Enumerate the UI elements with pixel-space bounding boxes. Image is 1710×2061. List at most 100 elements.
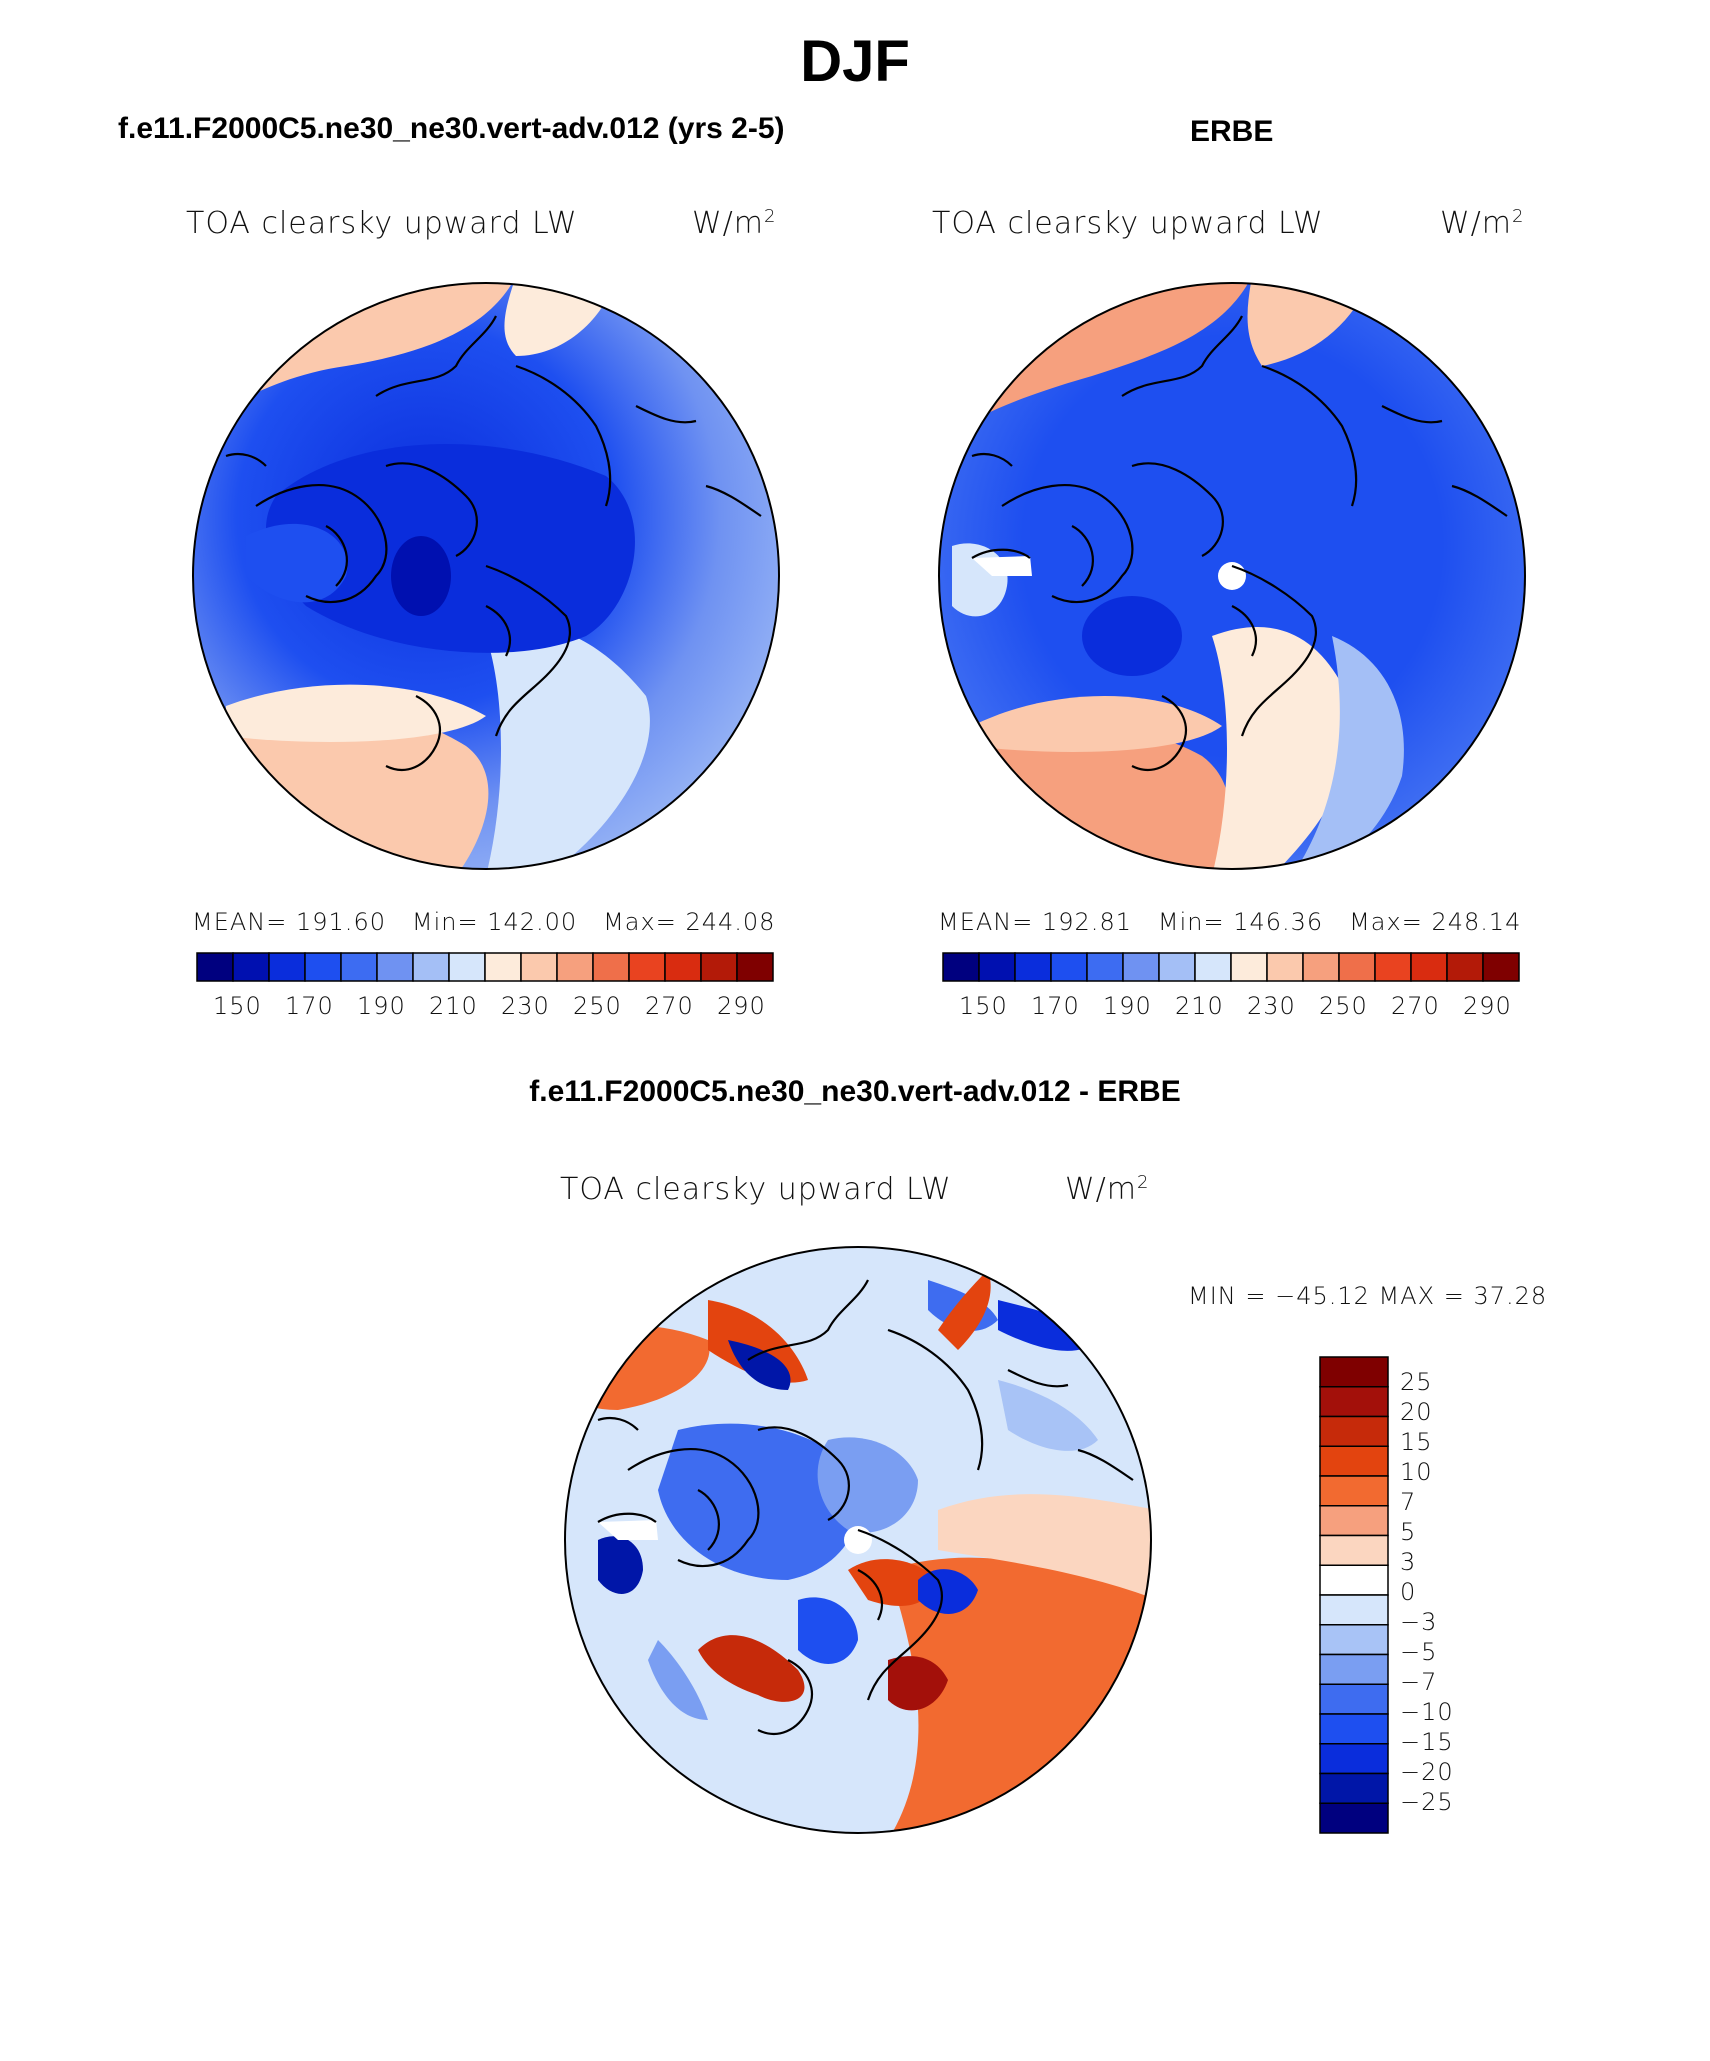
colorbar-cell bbox=[1319, 1475, 1389, 1507]
colorbar-cell bbox=[700, 952, 738, 982]
obs-variable-label: TOA clearsky upward LW bbox=[932, 206, 1324, 241]
colorbar-cell bbox=[484, 952, 522, 982]
colorbar-cell bbox=[556, 952, 594, 982]
page-title: DJF bbox=[800, 29, 910, 94]
colorbar-cell bbox=[1446, 952, 1484, 982]
colorbar-cell bbox=[232, 952, 270, 982]
colorbar-cell bbox=[978, 952, 1016, 982]
colorbar-cell bbox=[1319, 1415, 1389, 1447]
diff-variable-label: TOA clearsky upward LW bbox=[560, 1172, 952, 1207]
colorbar-cell bbox=[412, 952, 450, 982]
diff-units-label: W/m2 bbox=[1065, 1172, 1150, 1207]
colorbar-cell bbox=[340, 952, 378, 982]
obs-stats: MEAN= 192.81 Min= 146.36 Max= 248.14 bbox=[938, 908, 1522, 936]
colorbar-tick-label: 290 bbox=[1463, 992, 1512, 1020]
obs-colorbar bbox=[942, 952, 1520, 982]
colorbar-cell bbox=[1230, 952, 1268, 982]
colorbar-cell bbox=[1302, 952, 1340, 982]
colorbar-cell bbox=[1319, 1594, 1389, 1626]
colorbar-cell bbox=[1319, 1534, 1389, 1566]
colorbar-tick-label: −7 bbox=[1400, 1668, 1438, 1696]
colorbar-tick-label: 230 bbox=[501, 992, 550, 1020]
obs-colorbar-ticks: 150 170 190 210 230 250 270 290 bbox=[941, 992, 1521, 1022]
colorbar-tick-label: 290 bbox=[717, 992, 766, 1020]
colorbar-cell bbox=[664, 952, 702, 982]
colorbar-tick-label: 7 bbox=[1400, 1488, 1417, 1516]
colorbar-tick-label: 270 bbox=[645, 992, 694, 1020]
obs-units-label: W/m2 bbox=[1440, 206, 1525, 241]
colorbar-cell bbox=[1319, 1445, 1389, 1477]
colorbar-tick-label: −25 bbox=[1400, 1788, 1454, 1816]
colorbar-tick-label: 20 bbox=[1400, 1398, 1433, 1426]
diff-colorbar-ticks: 25 20 15 10 7 5 3 0 −3 −5 −7 −10 −15 −20… bbox=[1400, 1355, 1520, 1835]
obs-polar-map bbox=[938, 282, 1526, 870]
colorbar-tick-label: −15 bbox=[1400, 1728, 1454, 1756]
model-colorbar bbox=[196, 952, 774, 982]
colorbar-cell bbox=[1410, 952, 1448, 982]
colorbar-cell bbox=[1319, 1653, 1389, 1685]
colorbar-tick-label: −5 bbox=[1400, 1638, 1438, 1666]
colorbar-tick-label: −20 bbox=[1400, 1758, 1454, 1786]
colorbar-tick-label: 25 bbox=[1400, 1368, 1433, 1396]
colorbar-cell bbox=[1266, 952, 1304, 982]
model-colorbar-ticks: 150 170 190 210 230 250 270 290 bbox=[195, 992, 775, 1022]
model-units-label: W/m2 bbox=[692, 206, 777, 241]
colorbar-cell bbox=[1319, 1386, 1389, 1418]
model-polar-map bbox=[192, 282, 780, 870]
colorbar-cell bbox=[1086, 952, 1124, 982]
colorbar-tick-label: 170 bbox=[1031, 992, 1080, 1020]
obs-panel-header: ERBE bbox=[1190, 115, 1274, 148]
diff-minmax: MIN = −45.12 MAX = 37.28 bbox=[1188, 1282, 1548, 1310]
colorbar-cell bbox=[1050, 952, 1088, 982]
colorbar-tick-label: 190 bbox=[357, 992, 406, 1020]
colorbar-cell bbox=[1319, 1743, 1389, 1775]
colorbar-cell bbox=[448, 952, 486, 982]
colorbar-cell bbox=[1319, 1356, 1389, 1388]
colorbar-cell bbox=[1319, 1505, 1389, 1537]
colorbar-cell bbox=[196, 952, 234, 982]
colorbar-cell bbox=[1122, 952, 1160, 982]
colorbar-tick-label: −3 bbox=[1400, 1608, 1438, 1636]
colorbar-cell bbox=[1014, 952, 1052, 982]
colorbar-cell bbox=[1482, 952, 1520, 982]
colorbar-cell bbox=[1319, 1624, 1389, 1656]
colorbar-cell bbox=[1374, 952, 1412, 982]
colorbar-cell bbox=[1319, 1564, 1389, 1596]
colorbar-tick-label: 3 bbox=[1400, 1548, 1417, 1576]
model-variable-label: TOA clearsky upward LW bbox=[186, 206, 578, 241]
colorbar-tick-label: 0 bbox=[1400, 1578, 1417, 1606]
colorbar-cell bbox=[520, 952, 558, 982]
model-panel-header: f.e11.F2000C5.ne30_ne30.vert-adv.012 (yr… bbox=[118, 112, 785, 145]
colorbar-tick-label: 190 bbox=[1103, 992, 1152, 1020]
colorbar-tick-label: 150 bbox=[959, 992, 1008, 1020]
colorbar-tick-label: 270 bbox=[1391, 992, 1440, 1020]
colorbar-cell bbox=[1319, 1683, 1389, 1715]
colorbar-cell bbox=[268, 952, 306, 982]
colorbar-cell bbox=[1158, 952, 1196, 982]
colorbar-cell bbox=[1319, 1802, 1389, 1834]
colorbar-cell bbox=[376, 952, 414, 982]
colorbar-tick-label: 10 bbox=[1400, 1458, 1433, 1486]
colorbar-cell bbox=[942, 952, 980, 982]
colorbar-cell bbox=[592, 952, 630, 982]
colorbar-cell bbox=[1338, 952, 1376, 982]
colorbar-cell bbox=[1319, 1713, 1389, 1745]
diff-polar-map bbox=[564, 1246, 1152, 1834]
model-stats: MEAN= 191.60 Min= 142.00 Max= 244.08 bbox=[192, 908, 776, 936]
colorbar-tick-label: 170 bbox=[285, 992, 334, 1020]
colorbar-cell bbox=[628, 952, 666, 982]
colorbar-tick-label: 15 bbox=[1400, 1428, 1433, 1456]
colorbar-cell bbox=[304, 952, 342, 982]
diff-panel-header: f.e11.F2000C5.ne30_ne30.vert-adv.012 - E… bbox=[529, 1075, 1181, 1108]
diff-colorbar bbox=[1319, 1356, 1389, 1834]
colorbar-tick-label: 5 bbox=[1400, 1518, 1417, 1546]
colorbar-tick-label: 250 bbox=[1319, 992, 1368, 1020]
colorbar-tick-label: 210 bbox=[429, 992, 478, 1020]
colorbar-tick-label: −10 bbox=[1400, 1698, 1454, 1726]
colorbar-tick-label: 150 bbox=[213, 992, 262, 1020]
colorbar-cell bbox=[1194, 952, 1232, 982]
colorbar-cell bbox=[736, 952, 774, 982]
colorbar-tick-label: 250 bbox=[573, 992, 622, 1020]
colorbar-tick-label: 210 bbox=[1175, 992, 1224, 1020]
colorbar-tick-label: 230 bbox=[1247, 992, 1296, 1020]
